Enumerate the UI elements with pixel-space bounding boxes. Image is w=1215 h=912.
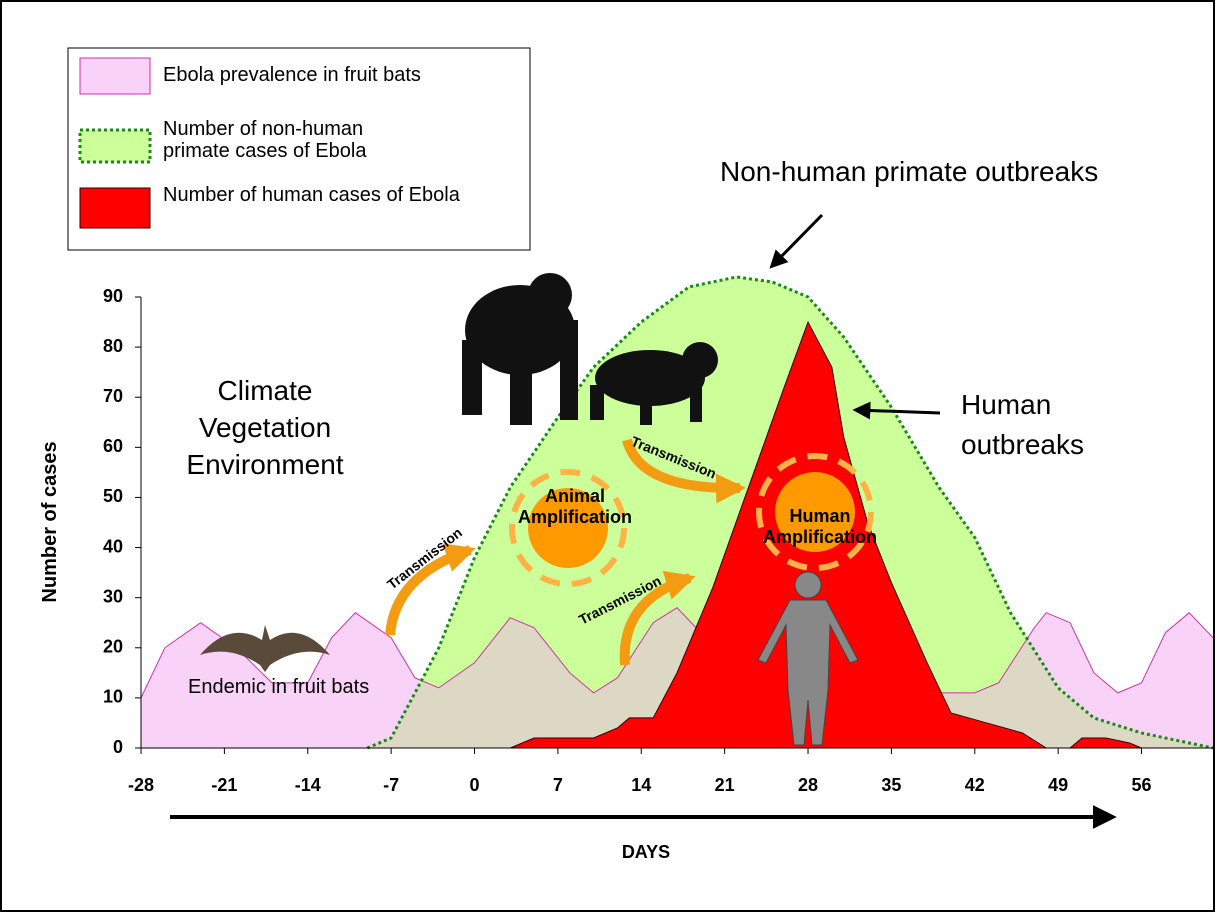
x-tick-label: 14 bbox=[631, 775, 651, 795]
annotation: Human outbreaks bbox=[935, 385, 1131, 465]
legend-swatch bbox=[80, 188, 150, 228]
legend-label: Number of non-human primate cases of Ebo… bbox=[163, 118, 393, 162]
x-tick-label: 49 bbox=[1048, 775, 1068, 795]
x-tick-label: 28 bbox=[798, 775, 818, 795]
legend-swatch bbox=[80, 58, 150, 94]
annotation: Human Amplification bbox=[745, 506, 895, 548]
y-tick-label: 90 bbox=[103, 286, 123, 306]
x-tick-label: 0 bbox=[470, 775, 480, 795]
x-tick-label: -21 bbox=[211, 775, 237, 795]
x-tick-label: -28 bbox=[128, 775, 154, 795]
annotation: Endemic in fruit bats bbox=[188, 676, 369, 699]
annotation: Non-human primate outbreaks bbox=[720, 156, 1098, 188]
y-tick-label: 80 bbox=[103, 336, 123, 356]
y-tick-label: 40 bbox=[103, 536, 123, 556]
annotation: Animal Amplification bbox=[500, 486, 650, 528]
y-axis-label: Number of cases bbox=[39, 441, 61, 602]
x-tick-label: -14 bbox=[295, 775, 321, 795]
x-tick-label: 42 bbox=[965, 775, 985, 795]
legend-label: Ebola prevalence in fruit bats bbox=[163, 64, 523, 86]
y-tick-label: 60 bbox=[103, 436, 123, 456]
annotation: Climate Vegetation Environment bbox=[165, 372, 365, 483]
x-tick-label: -7 bbox=[383, 775, 399, 795]
x-tick-label: 7 bbox=[553, 775, 563, 795]
legend-label: Number of human cases of Ebola bbox=[163, 184, 503, 206]
y-tick-label: 50 bbox=[103, 486, 123, 506]
x-tick-label: 35 bbox=[881, 775, 901, 795]
x-axis-label: DAYS bbox=[622, 842, 670, 862]
y-tick-label: 20 bbox=[103, 637, 123, 657]
y-tick-label: 0 bbox=[113, 737, 123, 757]
y-tick-label: 30 bbox=[103, 586, 123, 606]
y-tick-label: 70 bbox=[103, 386, 123, 406]
x-tick-label: 21 bbox=[715, 775, 735, 795]
x-tick-label: 56 bbox=[1132, 775, 1152, 795]
page: 0 10 20 30 40 50 60 70 80 90 -28 -21 -14 -7 0 7 14 21 28 35… bbox=[0, 0, 1215, 912]
legend-swatch bbox=[80, 130, 150, 162]
y-tick-label: 10 bbox=[103, 687, 123, 707]
